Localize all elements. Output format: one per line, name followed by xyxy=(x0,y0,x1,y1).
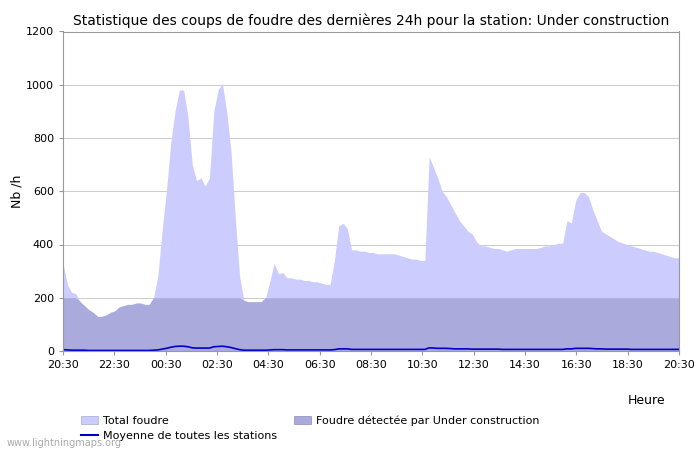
Title: Statistique des coups de foudre des dernières 24h pour la station: Under constru: Statistique des coups de foudre des dern… xyxy=(73,13,669,27)
Y-axis label: Nb /h: Nb /h xyxy=(10,175,23,208)
Legend: Total foudre, Moyenne de toutes les stations, Foudre détectée par Under construc: Total foudre, Moyenne de toutes les stat… xyxy=(81,415,540,441)
Text: www.lightningmaps.org: www.lightningmaps.org xyxy=(7,438,122,448)
Text: Heure: Heure xyxy=(627,394,665,407)
